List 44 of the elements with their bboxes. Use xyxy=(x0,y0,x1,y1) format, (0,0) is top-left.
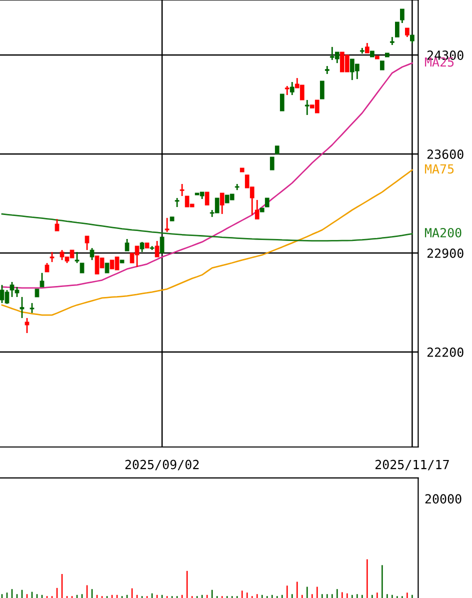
x-tick-label: 2025/09/02 xyxy=(125,460,199,470)
candlestick xyxy=(284,85,290,96)
x-tick-label: 2025/11/17 xyxy=(375,460,449,470)
candlestick xyxy=(84,235,90,251)
candlestick xyxy=(40,272,44,288)
candlestick xyxy=(254,199,260,220)
candlestick xyxy=(140,241,144,253)
candlestick xyxy=(400,8,404,24)
candlestick xyxy=(74,251,80,264)
y-tick-label: 22900 xyxy=(427,248,464,258)
candlestick xyxy=(264,197,270,208)
line-series xyxy=(1,213,413,242)
series-label: MA200 xyxy=(424,228,462,238)
line-series xyxy=(1,62,413,289)
candlestick xyxy=(204,192,210,206)
candlestick xyxy=(270,156,274,171)
candlestick xyxy=(80,262,84,274)
candlestick xyxy=(124,238,130,252)
candlestick xyxy=(164,217,170,233)
y-tick-label: 22200 xyxy=(427,347,464,357)
text: 20000 xyxy=(425,494,462,504)
candlestick xyxy=(154,240,160,258)
candlestick xyxy=(24,317,30,334)
candlestick xyxy=(50,251,54,263)
y-tick-label: 23600 xyxy=(427,150,464,159)
candlestick xyxy=(54,218,60,232)
candlestick xyxy=(90,247,94,261)
candlestick xyxy=(104,262,110,274)
candlestick xyxy=(220,192,224,215)
line-series xyxy=(1,169,413,316)
candlestick xyxy=(30,302,34,314)
candlestick xyxy=(364,42,370,54)
candlestick xyxy=(405,27,410,38)
candlestick xyxy=(280,94,284,112)
candlestick xyxy=(20,296,24,319)
candlestick xyxy=(160,236,164,254)
candlestick xyxy=(180,183,184,197)
candlestick xyxy=(304,99,310,116)
candlestick xyxy=(174,197,180,208)
series-label: MA75 xyxy=(424,164,454,174)
candlestick xyxy=(320,80,324,100)
candlestick xyxy=(290,81,294,96)
candlestick xyxy=(395,22,400,38)
candlestick xyxy=(380,60,384,70)
